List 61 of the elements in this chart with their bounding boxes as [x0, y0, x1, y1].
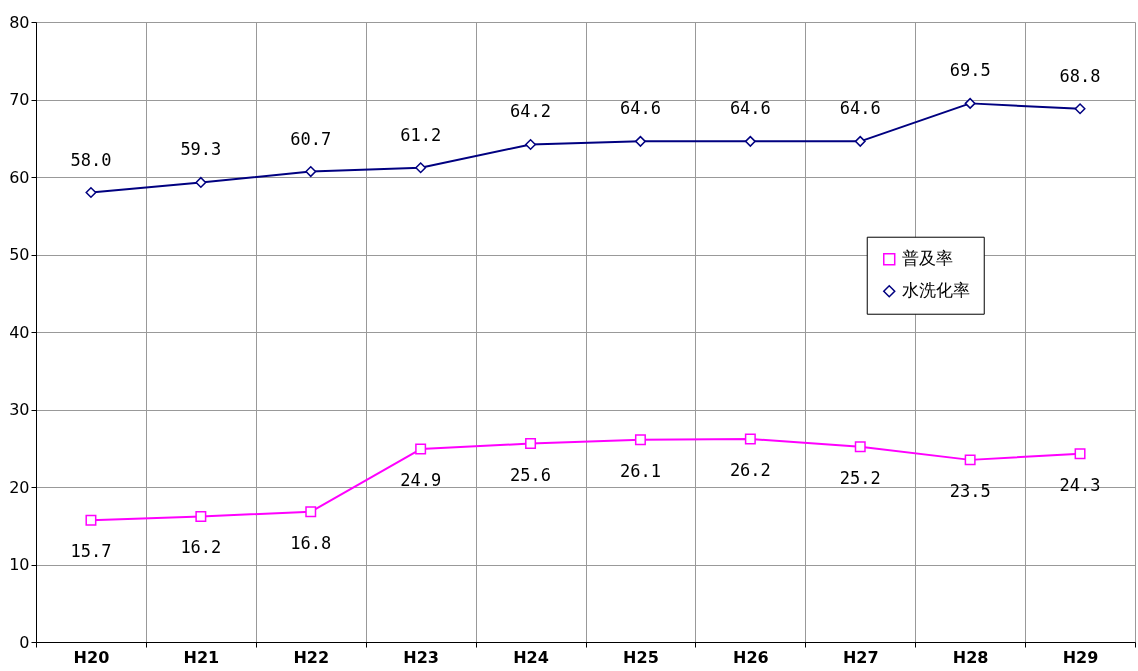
- y-tick-label: 80: [9, 12, 30, 32]
- point: [964, 97, 976, 109]
- data-label: 69.5: [949, 60, 991, 81]
- data-label: 26.2: [729, 459, 771, 480]
- data-label: 16.2: [180, 537, 222, 558]
- data-label: 23.5: [949, 480, 991, 501]
- data-label: 58.0: [70, 149, 112, 170]
- data-label: 25.2: [839, 467, 881, 488]
- point: [634, 434, 646, 446]
- point: [854, 135, 866, 147]
- y-tick-label: 20: [9, 477, 30, 497]
- data-label: 24.9: [400, 470, 442, 491]
- point: [1074, 103, 1086, 115]
- x-tick-label: H22: [293, 647, 330, 667]
- point: [305, 506, 317, 518]
- data-label: 68.8: [1059, 65, 1101, 86]
- x-tick-label: H28: [952, 647, 989, 667]
- y-tick-label: 70: [9, 90, 30, 109]
- data-label: 15.7: [70, 541, 112, 562]
- point: [195, 510, 207, 522]
- point: [195, 176, 207, 188]
- point: [854, 441, 866, 453]
- x-tick-label: H21: [183, 647, 220, 667]
- point: [964, 454, 976, 466]
- point: [525, 438, 537, 450]
- x-tick-label: H25: [623, 647, 659, 667]
- data-label: 64.2: [510, 101, 552, 122]
- data-label: 64.6: [619, 98, 661, 119]
- y-tick-label: 60: [9, 167, 30, 187]
- y-tick-label: 40: [9, 322, 30, 342]
- point: [744, 135, 756, 147]
- point: [415, 162, 427, 174]
- data-label: 64.6: [839, 98, 881, 119]
- x-tick-label: H27: [842, 647, 879, 667]
- point: [744, 433, 756, 445]
- point: [85, 187, 97, 198]
- y-tick-label: 50: [9, 245, 30, 264]
- x-tick-label: H20: [73, 647, 110, 667]
- data-label: 16.8: [290, 532, 332, 553]
- data-label: 60.7: [290, 128, 332, 149]
- legend-label: 水洗化率: [901, 280, 970, 301]
- y-tick-label: 0: [19, 632, 30, 652]
- legend-label: 普及率: [901, 248, 953, 269]
- point: [415, 443, 427, 455]
- data-label: 26.1: [619, 460, 661, 481]
- point: [525, 138, 537, 150]
- y-tick-label: 30: [9, 400, 30, 419]
- point: [634, 135, 646, 147]
- point: [305, 166, 317, 178]
- x-tick-label: H29: [1062, 647, 1099, 667]
- data-label: 59.3: [180, 139, 222, 160]
- x-tick-label: H26: [733, 647, 769, 667]
- y-tick-label: 10: [9, 555, 30, 574]
- data-label: 24.3: [1059, 474, 1101, 495]
- data-label: 25.6: [510, 464, 552, 485]
- data-label: 64.6: [729, 98, 771, 119]
- point: [1074, 448, 1086, 460]
- data-label: 61.2: [400, 124, 442, 145]
- x-tick-label: H23: [403, 647, 439, 667]
- point: [85, 514, 97, 526]
- x-tick-label: H24: [513, 647, 549, 667]
